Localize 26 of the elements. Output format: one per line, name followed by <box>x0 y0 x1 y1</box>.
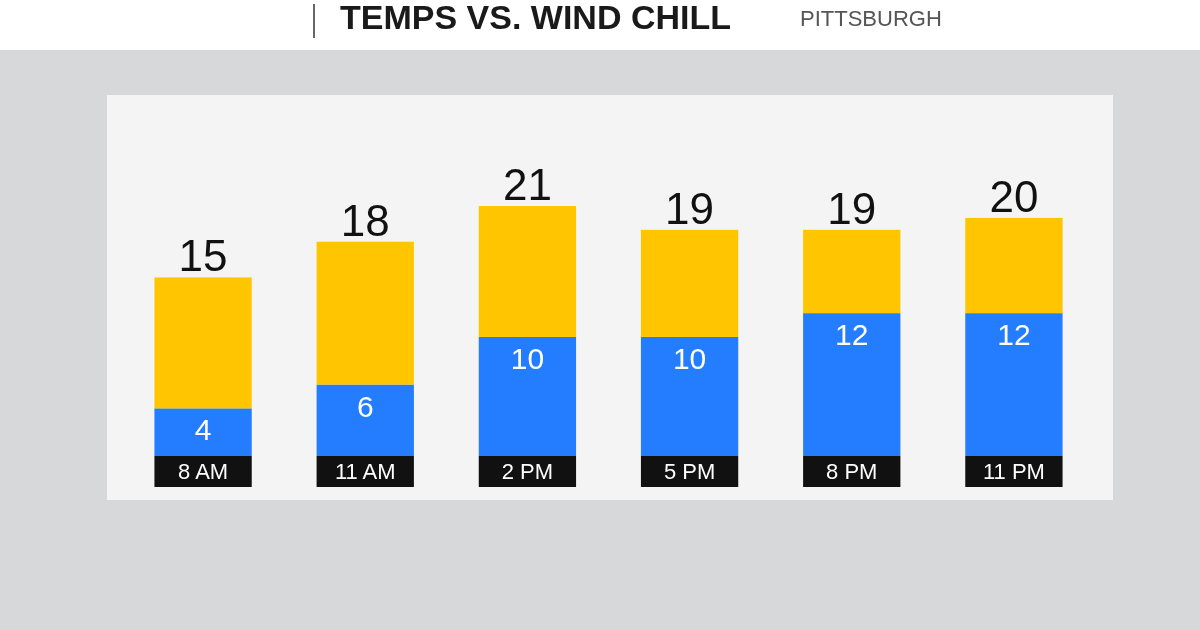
data-label: 4 <box>194 413 212 447</box>
x-tick-label: 11 PM <box>982 459 1045 484</box>
total-label: 18 <box>340 195 390 245</box>
bar <box>803 229 901 314</box>
bar <box>640 229 739 337</box>
total-label: 19 <box>665 183 715 233</box>
bar <box>965 217 1063 314</box>
x-tick-label: 8 PM <box>826 459 878 484</box>
chart-subtitle: PITTSBURGH <box>800 6 942 31</box>
x-tick-label: 11 AM <box>334 459 396 484</box>
total-label: 15 <box>178 231 228 281</box>
bar <box>316 241 414 385</box>
chart-title: TEMPS VS. WIND CHILL <box>340 0 731 36</box>
total-label: 21 <box>502 160 552 209</box>
total-label: 20 <box>989 171 1039 221</box>
data-label: 12 <box>997 318 1031 352</box>
data-label: 10 <box>510 341 545 375</box>
bar <box>478 206 577 337</box>
data-label: 6 <box>356 389 374 423</box>
data-label: 12 <box>835 318 869 352</box>
total-label: 19 <box>827 183 877 233</box>
x-tick-label: 2 PM <box>501 459 554 484</box>
x-tick-label: 5 PM <box>663 459 716 484</box>
x-tick-label: 8 AM <box>178 459 229 484</box>
data-label: 10 <box>672 341 707 375</box>
bar <box>154 277 252 409</box>
